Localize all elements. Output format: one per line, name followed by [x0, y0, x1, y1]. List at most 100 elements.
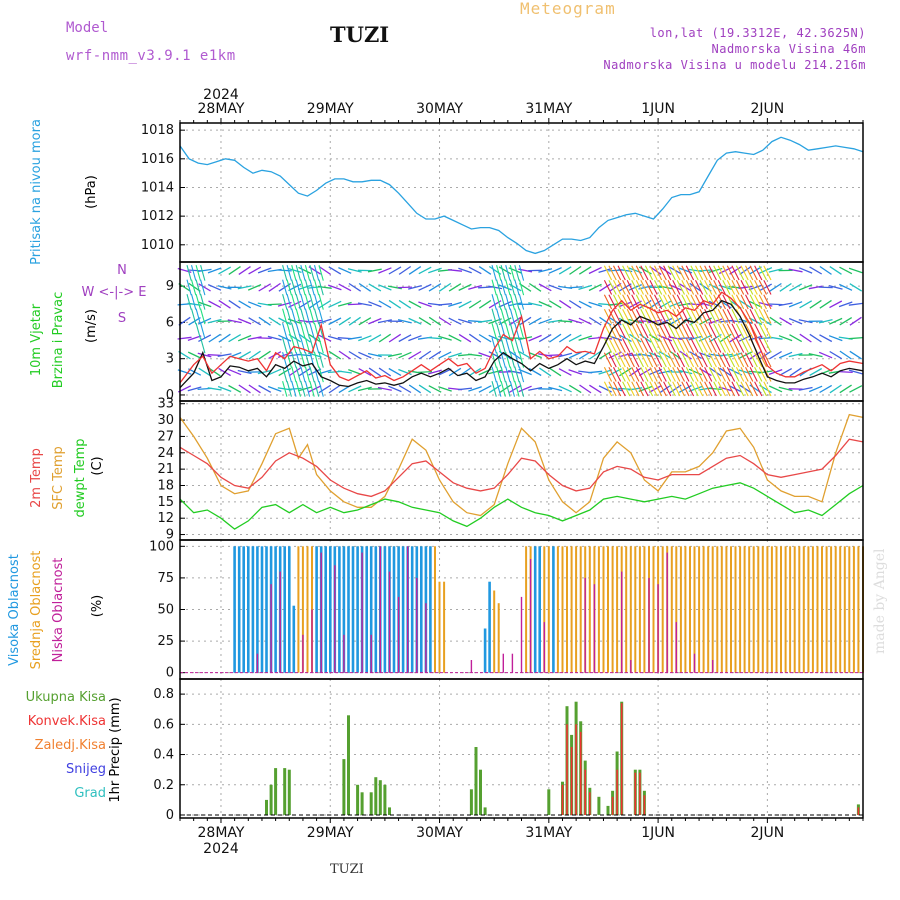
wind-arrow: [509, 366, 516, 383]
wind-arrow: [588, 316, 602, 326]
wind-arrow: [726, 309, 736, 324]
wind-arrow: [713, 381, 722, 397]
wind-arrow: [622, 309, 631, 324]
cloud-mid-bar: [556, 546, 559, 673]
wind-arrow: [735, 323, 745, 339]
cloud-low-bar: [302, 634, 304, 673]
wind-arrow: [631, 338, 640, 353]
y-tick-label: 27: [157, 429, 174, 444]
wind-arrow: [408, 266, 422, 275]
wind-arrow: [608, 280, 617, 295]
wind-arrow: [500, 308, 506, 325]
wind-arrow: [304, 381, 311, 397]
precip-total-bar: [374, 777, 378, 815]
wind-arrow: [295, 366, 302, 383]
wind-arrow: [818, 351, 833, 359]
wind-arrow: [708, 381, 717, 397]
wind-arrow: [708, 367, 717, 382]
wind-arrow: [663, 367, 672, 382]
wind-arrow: [640, 309, 649, 324]
wind-arrow: [514, 323, 520, 339]
wind-arrow: [658, 265, 667, 281]
wind-arrow: [731, 309, 740, 324]
wind-arrow: [579, 384, 592, 394]
wind-arrow: [190, 279, 197, 296]
wind-arrow: [458, 318, 472, 324]
wind-arrow: [238, 384, 251, 394]
cloud-mid-bar: [602, 546, 605, 673]
wind-arrow: [468, 284, 482, 290]
wind-arrow: [505, 308, 511, 325]
cloud-mid-bar: [634, 546, 637, 673]
wind-arrow: [247, 301, 262, 308]
wind-arrow: [685, 352, 695, 368]
wind-arrow: [608, 367, 617, 382]
wind-arrow: [758, 367, 767, 382]
wind-arrow: [387, 285, 402, 290]
wind-arrow: [603, 338, 613, 353]
cloud-mid-bar: [834, 546, 837, 673]
date-label-top: 30MAY: [416, 101, 463, 117]
wind-arrow: [689, 282, 702, 292]
wind-arrow: [509, 352, 516, 368]
wind-arrow: [200, 337, 206, 354]
wind-arrow: [690, 367, 699, 382]
wind-arrow: [690, 323, 699, 339]
y-tick-label: 100: [149, 539, 174, 554]
cloud-mid-bar: [443, 581, 446, 673]
wind-arrow: [438, 351, 452, 359]
wind-arrow: [635, 294, 644, 310]
wind-arrow: [448, 367, 462, 377]
cloud-high-bar: [342, 546, 346, 673]
wind-arrow: [198, 367, 211, 377]
wind-arrow: [789, 334, 803, 343]
date-label-bottom: 28MAY: [198, 825, 245, 841]
precip-conv-bar: [634, 772, 637, 815]
wind-arrow: [722, 265, 731, 281]
wind-arrow: [500, 294, 506, 310]
wind-arrow: [509, 308, 516, 325]
wind-arrow: [603, 381, 613, 397]
wind-arrow: [735, 280, 745, 295]
wind-arrow: [740, 352, 749, 368]
cloud-high-bar: [292, 605, 296, 673]
wind-arrow: [798, 284, 813, 291]
wind-arrow: [514, 279, 520, 296]
wind-arrow: [309, 366, 315, 383]
wind-arrow: [558, 333, 572, 343]
wind-arrow: [377, 386, 392, 391]
wind-arrow: [779, 368, 793, 376]
wind-arrow: [282, 294, 288, 310]
wind-arrow: [398, 299, 412, 309]
wind-arrow: [726, 323, 736, 339]
cloud-high-bar: [233, 546, 236, 673]
wind-arrow: [829, 317, 843, 325]
wind-arrow: [808, 385, 823, 393]
wind-arrow: [328, 350, 342, 360]
wind-arrow: [378, 284, 392, 291]
cloud-mid-bar: [848, 546, 851, 673]
wind-arrow: [237, 369, 252, 375]
wind-arrow: [295, 279, 302, 296]
wind-arrow: [201, 367, 205, 382]
precip-conv-bar: [570, 747, 573, 815]
wind-arrow: [713, 338, 722, 353]
wind-arrow: [690, 309, 699, 324]
cloud-mid-bar: [734, 546, 737, 673]
wind-arrow: [268, 368, 282, 376]
wind-arrow: [654, 280, 663, 295]
cloud-mid-bar: [629, 546, 632, 673]
wind-arrow: [458, 300, 472, 309]
wind-arrow: [208, 300, 222, 309]
wind-arrow: [448, 334, 462, 342]
wind-arrow: [197, 268, 212, 273]
wind-arrow: [538, 283, 552, 292]
cloud-mid-bar: [652, 546, 655, 673]
wind-arrow: [509, 265, 516, 281]
wind-arrow: [829, 384, 842, 394]
wind-arrow: [658, 381, 667, 397]
wind-arrow: [644, 352, 654, 368]
wind-arrow: [328, 317, 342, 326]
year-label-top: 2024: [203, 87, 239, 103]
